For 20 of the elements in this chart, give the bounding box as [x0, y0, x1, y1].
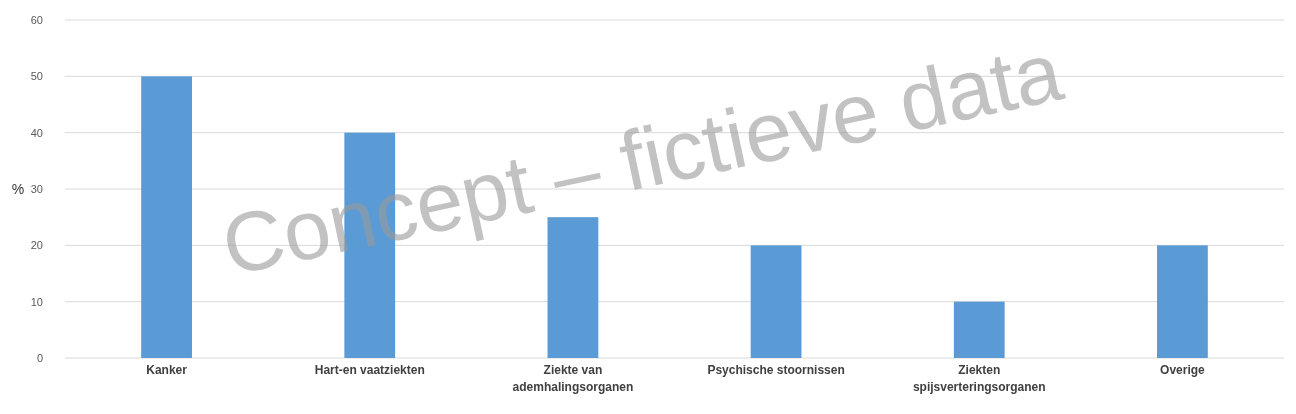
y-tick-label: 50 [30, 70, 43, 83]
bar [750, 245, 802, 358]
x-tick-label: Hart-en vaatziekten [314, 363, 425, 377]
bar [547, 217, 599, 358]
bar [1157, 245, 1208, 358]
annotation: Concept – fictieve data [214, 23, 1070, 294]
y-axis-title: % [11, 180, 25, 197]
x-tick-label: Overige [1160, 363, 1206, 377]
y-tick-label: 40 [30, 126, 43, 139]
x-tick-label: Kanker [146, 363, 188, 377]
y-tick-label: 30 [30, 182, 43, 195]
x-tick-label: Psychische stoornissen [707, 363, 845, 377]
y-tick-label: 0 [36, 351, 43, 364]
bar [953, 301, 1005, 358]
x-tick-label: Ziekte van ademhalingsorganen [512, 363, 634, 394]
x-tick-label: Ziekten spijsverteringsorganen [912, 363, 1046, 394]
y-tick-label: 60 [30, 13, 43, 26]
bar [141, 76, 192, 358]
y-tick-label: 20 [30, 239, 43, 252]
y-tick-label: 10 [30, 295, 43, 308]
